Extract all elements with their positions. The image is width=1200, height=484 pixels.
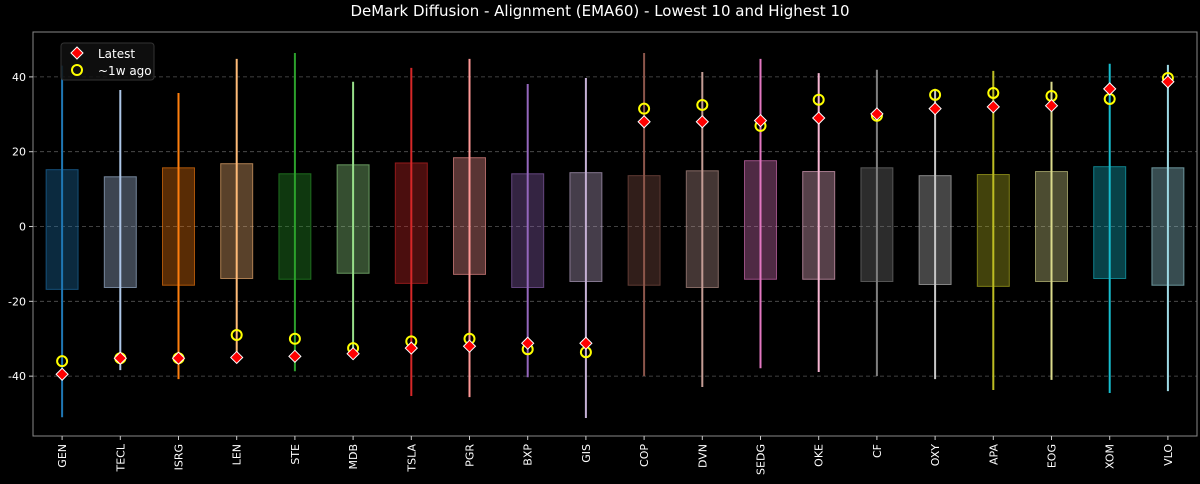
point-latest-TECL [113,351,128,365]
point-latest-VLO [1161,75,1175,89]
box-TECL [103,176,137,288]
legend-latest-marker [70,46,84,60]
box-BXP [511,173,545,288]
box-COP [627,175,661,286]
legend: Latest ~1w ago [60,42,155,81]
chart-title: DeMark Diffusion - Alignment (EMA60) - L… [350,2,849,20]
point-1w-APA [987,86,1000,99]
box-VLO [1151,167,1185,286]
point-latest-STE [288,349,302,364]
box-MDB [336,164,370,274]
point-1w-LEN [230,329,243,341]
box-TSLA [394,162,428,284]
point-1w-GEN [56,355,69,368]
x-tick-label: OXY [929,444,942,466]
point-1w-COP [638,102,651,115]
x-tick-label: COP [638,444,651,467]
x-tick-label: TECL [114,443,127,472]
x-tick-label: BXP [522,444,535,466]
point-latest-MDB [346,346,360,361]
x-tick-label: DVN [696,444,709,468]
point-latest-LEN [229,350,244,365]
x-tick-label: XOM [1104,444,1117,469]
point-1w-OKE [812,93,825,106]
x-tick-label: TSLA [405,444,418,473]
box-CF [860,167,894,283]
x-tick-label: APA [987,444,1000,465]
box-XOM [1093,166,1127,280]
legend-box [60,42,155,81]
x-tick-label: MDB [347,444,360,470]
x-tick-label: SEDG [755,444,768,475]
point-latest-EOG [1044,98,1059,113]
x-axis: GEN TECL ISRG LEN STE MDB TSLA PGR BXP GIS COP DVN S… [56,436,1175,475]
point-latest-ISRG [171,351,186,365]
x-tick-label: GIS [580,444,593,463]
y-tick-label: 20 [12,146,26,159]
y-tick-label: -20 [8,295,26,308]
point-latest-TSLA [404,341,419,355]
x-tick-label: VLO [1162,444,1175,466]
box-STE [278,173,312,280]
marks [45,52,1185,419]
y-tick-label: 40 [12,71,26,84]
box-LEN [220,163,254,280]
grid [33,76,1197,377]
point-1w-STE [288,332,301,345]
point-latest-COP [637,115,651,129]
point-latest-PGR [462,339,477,353]
point-latest-APA [986,100,1001,114]
x-tick-label: CF [871,444,884,458]
x-tick-label: PGR [464,444,477,467]
x-tick-label: ISRG [173,444,186,470]
box-APA [976,174,1010,287]
box-SEDG [744,160,777,280]
plot-frame [32,31,1198,437]
x-tick-label: EOG [1046,444,1059,468]
point-latest-GIS [579,336,593,350]
box-EOG [1035,171,1068,283]
x-tick-label: STE [289,444,302,465]
point-latest-SEDG [753,113,768,128]
point-latest-BXP [520,336,535,350]
point-latest-CF [870,107,884,121]
legend-latest-label: Latest [98,47,135,61]
point-1w-OXY [929,88,942,101]
point-latest-OXY [928,101,942,116]
legend-1w-label: ~1w ago [98,64,152,78]
point-latest-GEN [55,367,69,381]
box-DVN [685,170,719,288]
point-latest-DVN [695,115,710,129]
box-GIS [569,172,603,283]
x-tick-label: OKE [813,444,826,467]
point-latest-XOM [1102,82,1117,96]
y-tick-label: -40 [8,370,26,383]
y-tick-label: 0 [19,221,26,234]
box-OKE [802,171,836,280]
x-tick-label: LEN [231,444,244,465]
point-latest-OKE [811,111,826,125]
x-tick-label: GEN [56,444,69,468]
box-ISRG [162,167,195,286]
box-OXY [918,175,952,285]
legend-1w-marker [71,64,83,76]
box-PGR [453,157,486,275]
point-1w-DVN [696,98,709,111]
box-GEN [45,169,79,290]
y-axis: -40 -20 0 20 40 [8,71,33,383]
